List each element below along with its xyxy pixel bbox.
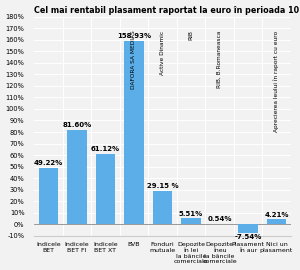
Text: DAFORA SA MEDIAS: DAFORA SA MEDIAS [131, 31, 136, 89]
Text: 5.51%: 5.51% [179, 211, 203, 217]
Text: Cel mai rentabil plasament raportat la euro în perioada 10.03 - 10.04.2009: Cel mai rentabil plasament raportat la e… [34, 6, 300, 15]
Text: Aprecierea leului în raport cu euro: Aprecierea leului în raport cu euro [274, 31, 279, 132]
Text: 81.60%: 81.60% [62, 123, 92, 129]
Text: Active Dinamic: Active Dinamic [160, 31, 165, 75]
Text: -7.54%: -7.54% [234, 234, 262, 240]
Bar [39, 167, 58, 224]
Text: 0.54%: 0.54% [207, 217, 232, 222]
Bar [124, 41, 144, 224]
Bar [67, 130, 87, 224]
Bar [153, 191, 172, 224]
Bar [267, 220, 286, 224]
Text: 4.21%: 4.21% [264, 212, 289, 218]
Bar [96, 154, 115, 224]
Text: RIB, B.Romaneasca: RIB, B.Romaneasca [217, 31, 222, 88]
Bar [181, 218, 201, 224]
Text: 158.93%: 158.93% [117, 33, 151, 39]
Text: 61.12%: 61.12% [91, 146, 120, 152]
Bar [238, 224, 258, 233]
Text: 49.22%: 49.22% [34, 160, 63, 166]
Text: 29.15 %: 29.15 % [147, 183, 178, 189]
Text: RIB: RIB [188, 31, 194, 40]
